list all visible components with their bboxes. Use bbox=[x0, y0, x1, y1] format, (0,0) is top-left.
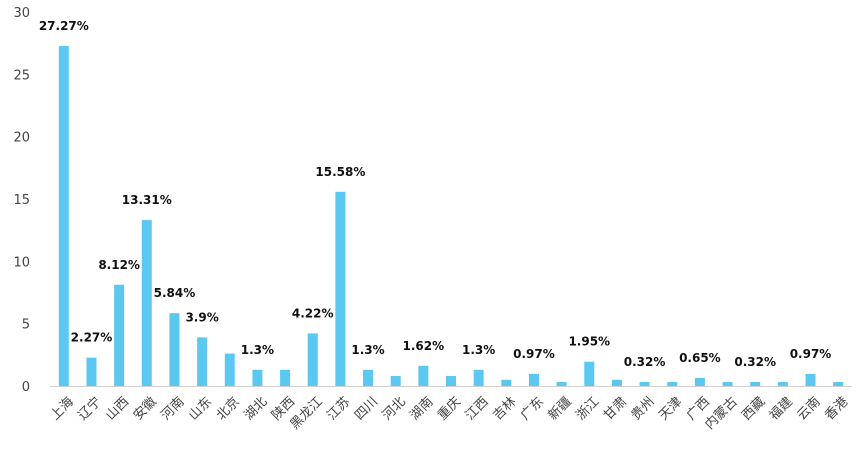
bar bbox=[390, 376, 401, 386]
bars bbox=[58, 46, 844, 387]
bar bbox=[750, 382, 761, 386]
y-tick-label: 10 bbox=[13, 255, 30, 270]
category-label: 江苏 bbox=[324, 394, 354, 424]
data-label: 2.27% bbox=[71, 331, 113, 345]
data-label: 13.31% bbox=[122, 193, 172, 207]
bar bbox=[335, 191, 346, 386]
category-label: 浙江 bbox=[573, 394, 602, 423]
bar bbox=[418, 365, 429, 386]
data-label: 0.97% bbox=[790, 347, 832, 361]
y-tick-label: 25 bbox=[13, 68, 30, 83]
bar bbox=[584, 361, 595, 386]
category-label: 内蒙古 bbox=[702, 394, 741, 433]
category-label: 福建 bbox=[767, 394, 796, 423]
category-label: 黑龙江 bbox=[288, 394, 326, 432]
bar bbox=[307, 333, 318, 386]
data-labels: 27.27% 2.27% 8.12% 13.31% 5.84% 3.9% 1.3% 4.22%… bbox=[39, 19, 832, 369]
bar bbox=[473, 369, 484, 386]
category-label: 河北 bbox=[380, 394, 409, 423]
bar bbox=[252, 369, 263, 386]
category-label: 安徽 bbox=[131, 394, 160, 423]
category-label: 河南 bbox=[158, 394, 188, 424]
bar bbox=[114, 284, 125, 386]
category-label: 北京 bbox=[214, 394, 243, 423]
y-tick-label: 5 bbox=[22, 318, 30, 333]
category-label: 重庆 bbox=[434, 394, 464, 424]
category-label: 甘肃 bbox=[601, 394, 630, 423]
y-tick-label: 0 bbox=[22, 380, 30, 395]
bar bbox=[141, 220, 152, 386]
data-label: 1.95% bbox=[568, 335, 610, 349]
data-label: 1.62% bbox=[403, 339, 445, 353]
bar bbox=[667, 382, 678, 386]
category-label: 西藏 bbox=[739, 394, 768, 423]
data-label: 0.32% bbox=[624, 355, 666, 369]
data-label: 15.58% bbox=[315, 165, 365, 179]
category-label: 辽宁 bbox=[75, 394, 105, 424]
bar bbox=[169, 313, 180, 386]
bar bbox=[777, 382, 788, 386]
data-label: 0.97% bbox=[513, 347, 555, 361]
bar bbox=[722, 382, 733, 386]
category-label: 贵州 bbox=[629, 394, 658, 423]
category-label: 四川 bbox=[352, 394, 381, 423]
bar bbox=[639, 382, 650, 386]
x-axis: 上海辽宁山西安徽河南山东北京湖北陕西黑龙江江苏四川河北湖南重庆江西吉林广东新疆浙… bbox=[48, 394, 851, 433]
category-label: 广东 bbox=[518, 394, 547, 423]
category-label: 吉林 bbox=[490, 394, 519, 423]
data-label: 0.32% bbox=[734, 355, 776, 369]
y-tick-label: 15 bbox=[13, 193, 30, 208]
bar bbox=[86, 357, 97, 386]
category-label: 天津 bbox=[656, 394, 685, 423]
bar bbox=[363, 369, 374, 386]
category-label: 云南 bbox=[794, 394, 824, 424]
bar bbox=[280, 369, 291, 386]
bar bbox=[694, 377, 705, 386]
bar bbox=[197, 337, 208, 386]
bar bbox=[556, 382, 567, 386]
category-label: 香港 bbox=[822, 394, 851, 423]
bar bbox=[501, 379, 512, 386]
y-axis: 0 5 10 15 20 25 30 bbox=[13, 6, 30, 395]
bar bbox=[58, 46, 69, 387]
data-label: 8.12% bbox=[98, 258, 140, 272]
category-label: 湖北 bbox=[241, 394, 270, 423]
bar bbox=[805, 373, 816, 386]
y-tick-label: 30 bbox=[13, 6, 30, 21]
category-label: 上海 bbox=[48, 394, 77, 423]
category-label: 湖南 bbox=[407, 394, 437, 424]
data-label: 1.3% bbox=[351, 343, 384, 357]
category-label: 山东 bbox=[186, 394, 215, 423]
category-label: 江西 bbox=[463, 394, 492, 423]
y-tick-label: 20 bbox=[13, 131, 30, 146]
data-label: 27.27% bbox=[39, 19, 89, 33]
data-label: 1.3% bbox=[241, 343, 274, 357]
bar bbox=[833, 382, 844, 386]
bar bbox=[224, 353, 235, 386]
data-label: 1.3% bbox=[462, 343, 495, 357]
data-label: 4.22% bbox=[292, 306, 334, 320]
data-label: 5.84% bbox=[154, 286, 196, 300]
data-label: 0.65% bbox=[679, 351, 721, 365]
bar bbox=[611, 379, 622, 386]
category-label: 山西 bbox=[103, 394, 132, 423]
data-label: 3.9% bbox=[185, 310, 218, 324]
bar bbox=[446, 376, 456, 386]
bar bbox=[528, 373, 539, 386]
category-label: 新疆 bbox=[545, 394, 575, 424]
